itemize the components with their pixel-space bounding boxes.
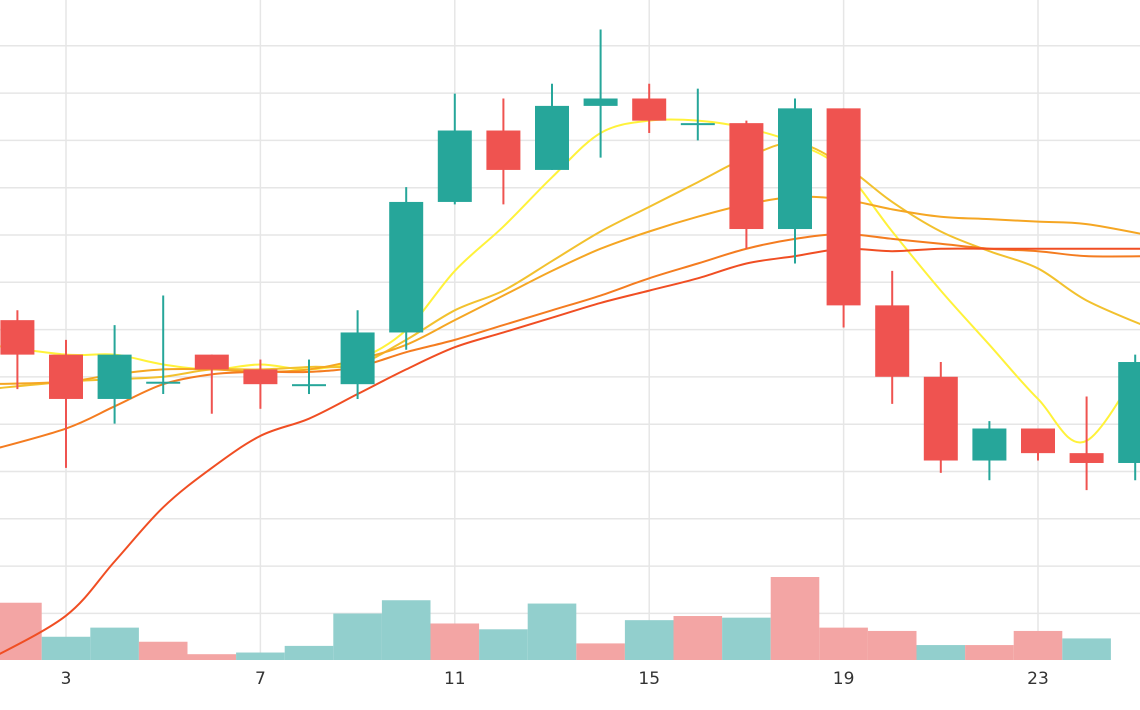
x-tick-label: 11	[444, 669, 466, 689]
candle-body	[146, 381, 181, 384]
moving-average-line	[0, 232, 1140, 449]
candle-body	[437, 130, 472, 202]
candle	[826, 108, 861, 328]
candle-body	[49, 354, 83, 399]
volume-bar	[722, 617, 771, 660]
candle-body	[972, 428, 1007, 461]
moving-average-line	[0, 247, 1140, 655]
volume-bar	[236, 652, 285, 660]
candle	[194, 354, 229, 414]
candle-body	[583, 98, 618, 106]
x-tick-label: 3	[61, 669, 72, 689]
volume-bars	[0, 577, 1111, 660]
volume-bar	[965, 645, 1014, 660]
candle	[486, 98, 521, 205]
candle-body	[680, 123, 715, 126]
candle	[729, 120, 764, 249]
candle-body	[1118, 362, 1140, 463]
candle-body	[486, 130, 521, 170]
candle-body	[1069, 453, 1104, 463]
candle	[1069, 396, 1104, 491]
volume-bar	[576, 643, 625, 660]
volume-bar	[90, 627, 139, 660]
candle-body	[194, 354, 229, 370]
candle	[146, 295, 181, 395]
candle	[972, 421, 1007, 481]
candle-body	[826, 108, 861, 306]
volume-bar	[867, 630, 917, 660]
candle	[49, 339, 83, 468]
candle	[340, 310, 375, 399]
candle	[632, 83, 667, 133]
candle-body	[389, 201, 424, 333]
candle-body	[923, 376, 958, 461]
volume-bar	[770, 577, 820, 660]
volume-bar	[1013, 630, 1063, 660]
x-tick-label: 7	[255, 669, 266, 689]
candle	[243, 359, 278, 409]
volume-bar	[187, 654, 237, 660]
grid	[0, 0, 1140, 660]
volume-bar	[479, 629, 528, 660]
x-axis: 3 7 11 15 19 23	[61, 669, 1049, 689]
candle-body	[97, 354, 132, 399]
moving-average-lines	[0, 118, 1140, 655]
candle	[680, 88, 715, 141]
candle	[1021, 428, 1055, 461]
candles	[0, 29, 1140, 491]
candle-body	[632, 98, 667, 121]
volume-bar	[916, 645, 966, 660]
volume-bar	[819, 627, 868, 660]
candle	[778, 98, 812, 264]
candle	[389, 187, 424, 350]
volume-bar	[138, 641, 188, 660]
candle	[1118, 354, 1140, 481]
moving-average-line	[0, 141, 1140, 389]
candle-body	[1021, 428, 1055, 454]
x-tick-label: 19	[833, 669, 855, 689]
candle-body	[292, 384, 326, 387]
volume-bar	[333, 613, 382, 660]
candle-body	[875, 305, 910, 377]
candle-body	[535, 105, 569, 170]
volume-bar	[284, 645, 334, 660]
volume-bar	[41, 636, 91, 660]
x-tick-label: 23	[1027, 669, 1049, 689]
candle	[583, 29, 618, 158]
candle-body	[340, 332, 375, 385]
candle	[292, 359, 326, 395]
candle	[437, 93, 472, 205]
volume-bar	[430, 623, 480, 660]
candle	[97, 325, 132, 424]
candle-body	[243, 369, 278, 385]
candle	[923, 362, 958, 473]
candle	[535, 83, 569, 170]
volume-bar	[673, 616, 723, 660]
candle-body	[778, 108, 812, 230]
volume-bar	[381, 600, 431, 660]
candle	[875, 270, 910, 404]
candle-body	[0, 320, 35, 355]
candle-body	[729, 123, 764, 230]
volume-bar	[527, 603, 577, 660]
candle	[0, 310, 35, 390]
x-tick-label: 15	[638, 669, 660, 689]
moving-average-line	[0, 118, 1140, 444]
moving-average-line	[0, 195, 1140, 385]
volume-bar	[1062, 638, 1111, 660]
volume-bar	[624, 620, 674, 660]
